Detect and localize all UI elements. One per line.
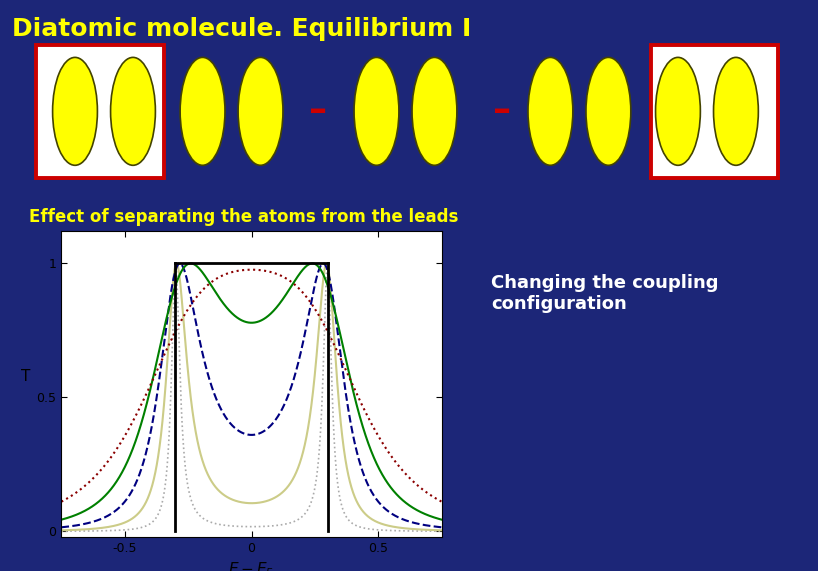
Ellipse shape [713,57,758,166]
Text: –: – [492,94,510,128]
Bar [36,45,164,178]
Ellipse shape [354,57,399,166]
X-axis label: $E - E_F$: $E - E_F$ [228,560,275,571]
Y-axis label: T: T [20,369,30,384]
Ellipse shape [586,57,631,166]
Ellipse shape [52,57,97,166]
Ellipse shape [412,57,457,166]
Ellipse shape [180,57,225,166]
Ellipse shape [655,57,700,166]
Text: –: – [309,94,327,128]
Ellipse shape [528,57,573,166]
Text: Changing the coupling
configuration: Changing the coupling configuration [491,274,718,313]
Text: Effect of separating the atoms from the leads: Effect of separating the atoms from the … [29,208,458,227]
Text: Diatomic molecule. Equilibrium I: Diatomic molecule. Equilibrium I [12,17,471,41]
Ellipse shape [238,57,283,166]
Bar [651,45,779,178]
Ellipse shape [110,57,155,166]
